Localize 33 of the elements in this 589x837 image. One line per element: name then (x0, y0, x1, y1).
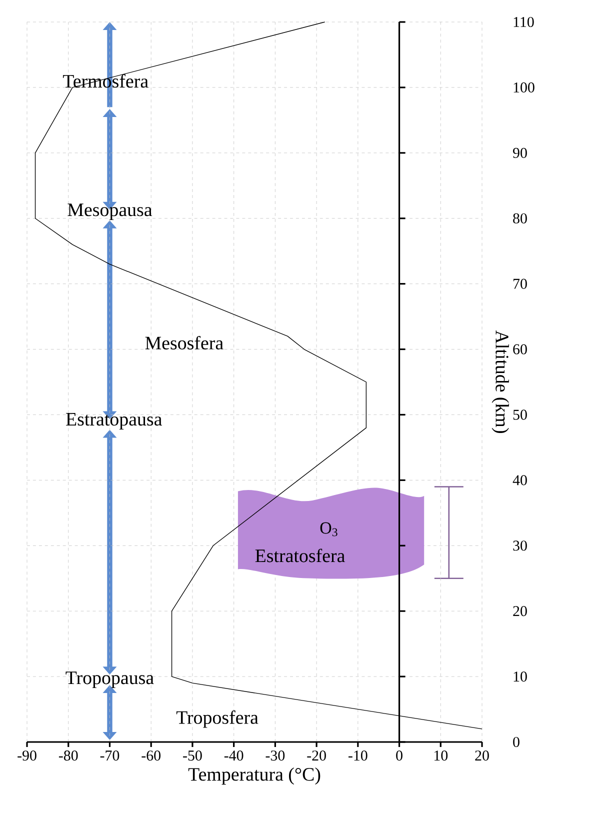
x-tick-label: 20 (475, 750, 489, 761)
annotation: Mesosfera (145, 336, 224, 350)
y-tick-label: 110 (514, 16, 534, 28)
x-tick-label: -70 (100, 750, 120, 761)
y-tick-label: 40 (512, 475, 527, 486)
y-tick-label: 70 (514, 278, 527, 289)
y-tick-label: 30 (513, 540, 527, 551)
x-axis-title: Temperatura (°C) (188, 767, 320, 785)
annotation: Mesopausa (68, 204, 152, 220)
y-tick-label: 80 (513, 213, 527, 224)
x-tick-label: -30 (266, 750, 285, 761)
x-tick-label: -20 (307, 750, 326, 761)
annotation: Tropopausa (66, 672, 154, 688)
y-tick-label: 100 (514, 82, 534, 92)
x-tick-label: -40 (224, 750, 244, 761)
x-tick-label: 10 (434, 750, 448, 761)
annotation: Estratosfera (255, 548, 345, 562)
x-tick-label: -80 (58, 750, 78, 761)
x-tick-label: -90 (18, 750, 36, 761)
annotation: Estratopausa (66, 413, 162, 430)
y-tick-label: 90 (513, 148, 527, 158)
y-tick-label: 20 (513, 606, 527, 616)
y-axis-title: Altitude (km) (492, 330, 509, 433)
x-tick-label: -10 (348, 750, 368, 761)
x-tick-label: -50 (183, 750, 202, 761)
x-tick-label: 0 (396, 750, 402, 761)
y-tick-label: 60 (513, 344, 527, 354)
y-tick-label: 50 (513, 410, 527, 420)
band-label: O$_{3}$ (320, 522, 338, 536)
annotation: Troposfera (176, 710, 258, 728)
y-tick-label: 0 (513, 736, 520, 748)
x-tick-label: -60 (142, 750, 160, 761)
y-tick-label: 10 (514, 672, 527, 682)
